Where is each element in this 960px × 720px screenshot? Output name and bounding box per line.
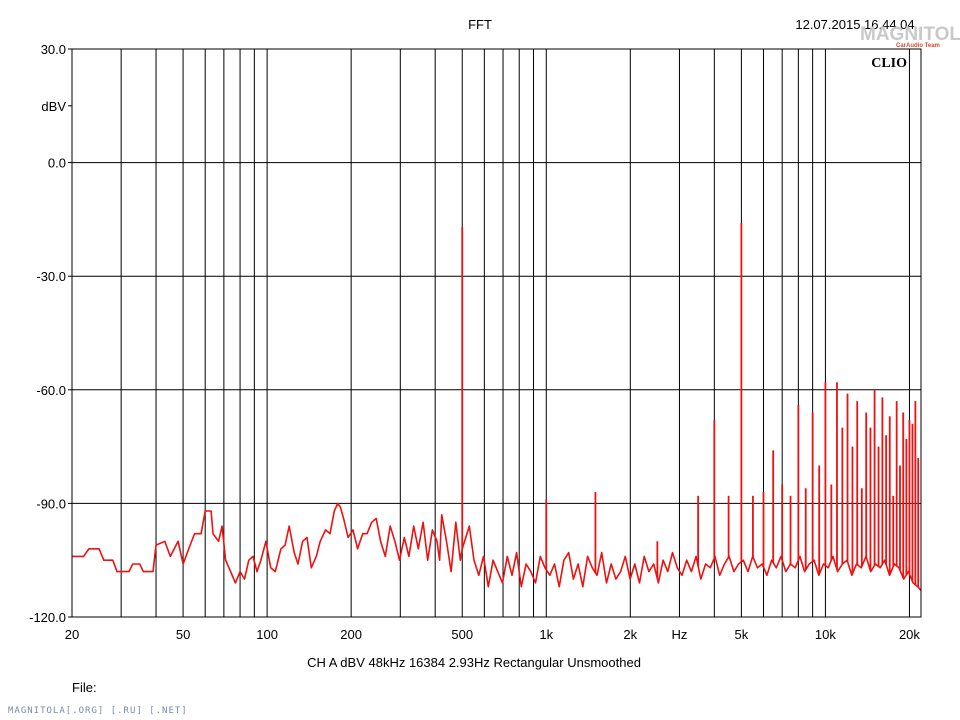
clio-brand-label: CLIO: [871, 56, 907, 71]
y-tick-label: 30.0: [41, 42, 66, 57]
x-tick-label: 5k: [735, 627, 749, 642]
x-tick-label: 2k: [623, 627, 637, 642]
y-axis-ticks: 30.0 0.0 -30.0 -60.0 -90.0 -120.0 dBV: [29, 42, 72, 625]
chart-grid: [72, 48, 921, 618]
watermark-logo-sub: CarAudio Team: [896, 43, 940, 49]
x-tick-label: 1k: [539, 627, 553, 642]
chart-title: FFT: [468, 17, 492, 32]
watermark-text: MAGNITOLA[.ORG] [.RU] [.NET]: [8, 706, 188, 716]
measurement-settings: CH A dBV 48kHz 16384 2.93Hz Rectangular …: [307, 655, 641, 670]
watermark-logo-text: MAGNITOLA: [860, 24, 960, 45]
watermark-logo: MAGNITOLA CarAudio Team: [860, 24, 960, 49]
x-tick-label: 20: [65, 627, 79, 642]
x-tick-label: 20k: [899, 627, 920, 642]
x-tick-label: 10k: [815, 627, 836, 642]
x-tick-label: 500: [451, 627, 473, 642]
x-tick-label: 50: [176, 627, 190, 642]
x-axis-ticks: 20 50 100 200 500 1k 2k Hz 5k 10k 20k: [65, 627, 921, 642]
series-line: [72, 502, 922, 592]
plot-area: [72, 223, 922, 592]
y-axis-unit-label: dBV: [41, 99, 66, 114]
y-tick-label: -30.0: [36, 269, 66, 284]
y-tick-label: -60.0: [36, 383, 66, 398]
y-tick-label: -90.0: [36, 496, 66, 511]
x-tick-label: Hz: [672, 627, 688, 642]
file-label: File:: [72, 680, 97, 695]
timestamp: 12.07.2015 16.44.04: [795, 17, 914, 32]
y-tick-label: -120.0: [29, 610, 66, 625]
y-tick-label: 0.0: [48, 156, 66, 171]
plot-frame: [71, 48, 922, 618]
x-tick-label: 100: [256, 627, 278, 642]
x-tick-label: 200: [340, 627, 362, 642]
